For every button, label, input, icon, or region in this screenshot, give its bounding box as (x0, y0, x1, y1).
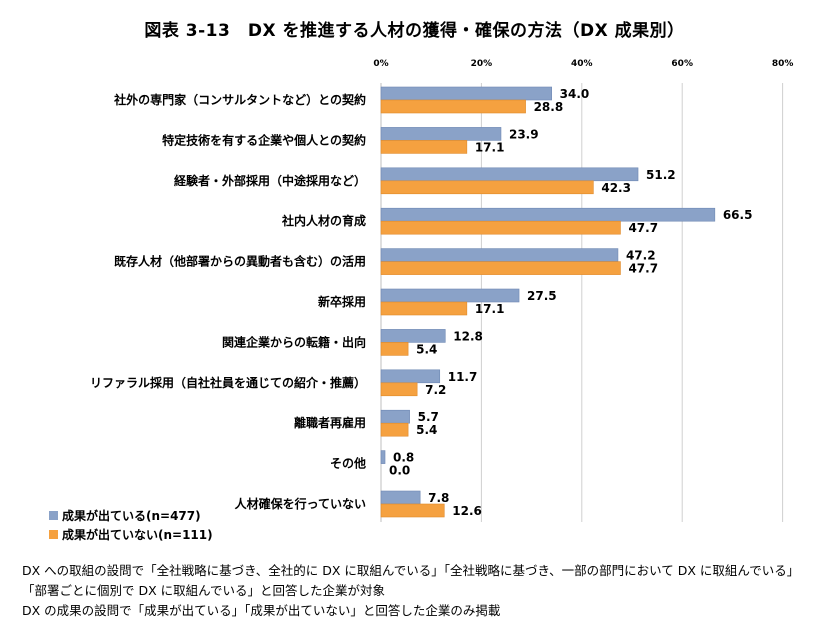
bar-not-achieved (380, 261, 621, 275)
bar-not-achieved (380, 140, 468, 154)
data-label: 47.2 (626, 249, 656, 263)
data-label: 51.2 (646, 168, 676, 182)
bar-achieved (380, 207, 716, 222)
category-label: 人材確保を行っていない (235, 496, 366, 511)
data-label: 17.1 (475, 302, 505, 316)
bar-not-achieved (380, 503, 445, 518)
data-label: 28.8 (534, 100, 564, 114)
data-label: 11.7 (448, 370, 478, 384)
data-label: 7.2 (425, 383, 446, 397)
category-label: 新卒採用 (318, 294, 366, 309)
data-label: 5.7 (418, 410, 439, 424)
bar-achieved (380, 86, 552, 101)
data-label: 42.3 (601, 181, 631, 195)
legend-swatch (49, 511, 58, 520)
data-label: 5.4 (416, 423, 437, 437)
data-label: 7.8 (428, 491, 449, 505)
category-label: 特定技術を有する企業や個人との契約 (162, 132, 366, 147)
bar-achieved (380, 369, 441, 384)
bar-not-achieved (380, 220, 621, 235)
bar-achieved (380, 490, 421, 505)
bar-achieved (380, 248, 619, 262)
bar-achieved (380, 167, 639, 182)
legend-label: 成果が出ていない(n=111) (62, 527, 213, 542)
legend-label: 成果が出ている(n=477) (62, 508, 201, 523)
data-label: 12.6 (452, 504, 482, 518)
bar-achieved (380, 409, 410, 424)
bar-achieved (380, 288, 520, 303)
bar-chart: 0% 20% 40% 60% 80%社外の専門家（コンサルタントなど）との契約 34.02… (49, 59, 794, 542)
data-label: 34.0 (560, 87, 590, 101)
bar-achieved (380, 127, 502, 141)
data-label: 0.8 (393, 451, 414, 465)
category-label: 社内人材の育成 (281, 213, 366, 228)
legend-swatch (49, 530, 58, 539)
category-label: 経験者・外部採用（中途採用など） (174, 173, 366, 188)
bar-not-achieved (380, 382, 418, 397)
data-label: 23.9 (509, 127, 539, 141)
note-line-1: DX への取組の設問で「全社戦略に基づき、全社的に DX に取組んでいる」「全社… (22, 563, 800, 578)
note-line-2: 「部署ごとに個別で DX に取組んでいる」と回答した企業が対象 (22, 583, 386, 598)
bar-achieved (380, 450, 386, 464)
bar-not-achieved (380, 99, 526, 114)
x-tick-label: 80% (772, 59, 794, 69)
data-label: 5.4 (416, 342, 437, 356)
category-label: 離職者再雇用 (294, 415, 366, 430)
data-label: 66.5 (723, 208, 753, 222)
chart-title: 図表 3-13 DX を推進する人材の獲得・確保の方法（DX 成果別） (144, 21, 685, 41)
note-line-3: DX の成果の設問で「成果が出ている」「成果が出ていない」と回答した企業のみ掲載 (22, 603, 501, 618)
data-label: 0.0 (389, 464, 410, 478)
category-label: その他 (330, 456, 366, 471)
x-tick-label: 40% (571, 59, 593, 69)
category-label: 社外の専門家（コンサルタントなど）との契約 (113, 92, 366, 107)
data-label: 47.7 (628, 262, 658, 276)
bar-not-achieved (380, 180, 594, 195)
category-label: 関連企業からの転籍・出向 (222, 334, 366, 349)
x-tick-label: 0% (373, 59, 388, 69)
data-label: 12.8 (453, 329, 483, 343)
x-tick-label: 60% (671, 59, 693, 69)
bar-achieved (380, 329, 446, 343)
category-label: リファラル採用（自社社員を通じての紹介・推薦） (90, 375, 366, 390)
category-label: 既存人材（他部署からの異動者も含む）の活用 (114, 254, 366, 269)
bar-not-achieved (380, 422, 409, 437)
bar-not-achieved (380, 301, 468, 316)
data-label: 17.1 (475, 140, 505, 154)
x-tick-label: 20% (471, 59, 493, 69)
data-label: 27.5 (527, 289, 557, 303)
data-label: 47.7 (628, 221, 658, 235)
bar-not-achieved (380, 342, 409, 356)
